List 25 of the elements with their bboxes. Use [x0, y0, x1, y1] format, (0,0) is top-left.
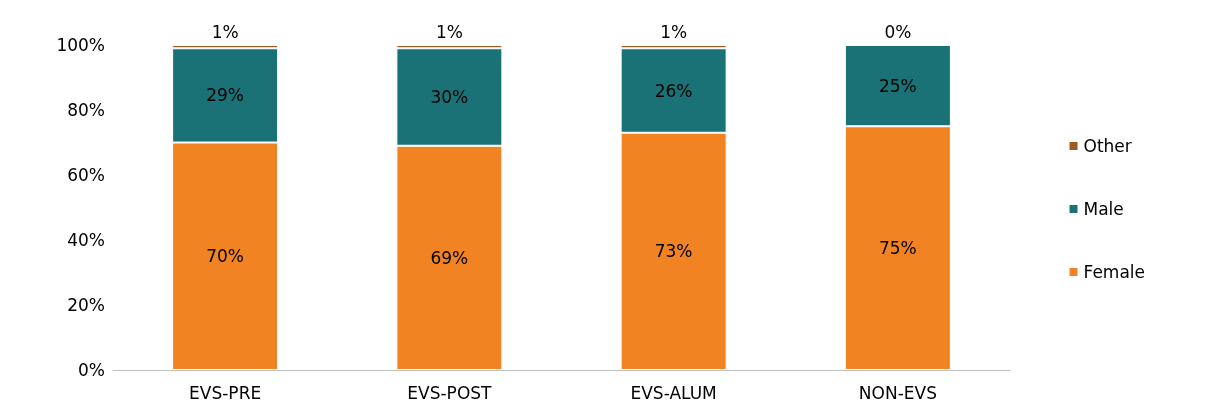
- legend-label: Other: [1083, 136, 1132, 156]
- legend-label: Male: [1083, 199, 1124, 219]
- y-tick-label: 100%: [56, 35, 105, 55]
- data-label: 73%: [654, 241, 693, 262]
- data-label: 29%: [206, 85, 245, 106]
- x-tick-label: EVS-POST: [407, 382, 493, 403]
- x-tick-label: EVS-PRE: [189, 382, 262, 403]
- data-label: 1%: [660, 21, 688, 42]
- data-label: 69%: [430, 247, 469, 268]
- y-tick-label: 60%: [67, 165, 105, 185]
- data-label: 70%: [206, 246, 245, 267]
- data-label: 0%: [884, 21, 912, 42]
- y-tick-label: 0%: [78, 360, 105, 380]
- data-label: 26%: [654, 80, 693, 101]
- data-label: 1%: [211, 21, 239, 42]
- data-label: 75%: [878, 238, 917, 259]
- data-label: 30%: [430, 87, 469, 107]
- data-label: 25%: [878, 75, 917, 96]
- data-label: 1%: [435, 21, 463, 42]
- y-tick-label: 80%: [67, 100, 105, 120]
- y-tick-label: 40%: [67, 230, 105, 250]
- y-tick-label: 20%: [67, 295, 105, 315]
- legend-label: Female: [1083, 262, 1145, 282]
- x-tick-label: EVS-ALUM: [630, 382, 717, 403]
- x-tick-label: NON-EVS: [858, 382, 937, 403]
